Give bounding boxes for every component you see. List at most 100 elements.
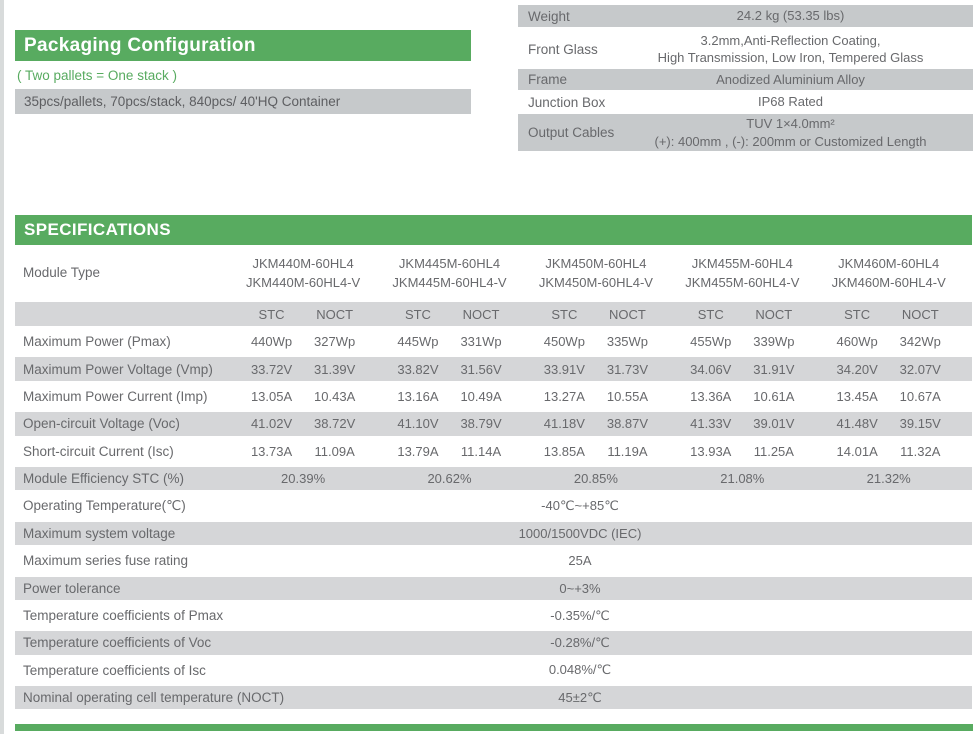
spec-value: 34.06V — [690, 361, 732, 377]
packaging-section: Packaging Configuration ( Two pallets = … — [15, 30, 471, 114]
materials-value-line: TUV 1×4.0mm² — [746, 116, 835, 132]
spec-value: 13.93A — [690, 443, 732, 459]
spec-value: 13.05A — [250, 388, 293, 404]
materials-row-label: Weight — [528, 8, 570, 24]
module-name-line2: JKM440M-60HL4-V — [246, 274, 361, 290]
module-name-line2: JKM455M-60HL4-V — [685, 274, 800, 290]
efficiency-value: 21.08% — [720, 471, 765, 487]
spec-row: Short-circuit Current (Isc) 13.73A 11.09A 1… — [15, 438, 972, 465]
spec-row-label: Maximum series fuse rating — [23, 553, 189, 569]
spec-row-label: Maximum Power (Pmax) — [23, 334, 171, 350]
materials-row-value: TUV 1×4.0mm² (+): 400mm , (-): 200mm or C… — [636, 115, 973, 149]
efficiency-value: 20.62% — [427, 471, 472, 487]
spec-value: 331Wp — [460, 334, 502, 350]
materials-row-value: 3.2mm,Anti-Reflection Coating, High Trans… — [636, 32, 973, 66]
spec-value: 39.01V — [753, 416, 795, 432]
packaging-title: Packaging Configuration — [15, 30, 471, 61]
module-name-line1: JKM450M-60HL4 — [545, 255, 647, 271]
noct-header: NOCT — [901, 306, 939, 322]
module-name-line1: JKM460M-60HL4 — [838, 255, 940, 271]
spec-value: -40℃~+85℃ — [541, 498, 619, 514]
module-type-label: Module Type — [23, 265, 101, 280]
materials-value-line: 3.2mm,Anti-Reflection Coating, — [700, 32, 881, 48]
materials-row-label: Frame — [528, 72, 568, 87]
noct-header: NOCT — [609, 306, 646, 322]
spec-value: 10.43A — [314, 388, 356, 404]
spec-value: 32.07V — [899, 361, 941, 377]
stc-header: STC — [551, 306, 578, 322]
spec-value: -0.28%/℃ — [550, 634, 610, 650]
spec-row-label: Power tolerance — [23, 580, 121, 596]
materials-row-value: Anodized Aluminium Alloy — [636, 71, 973, 88]
stc-header: STC — [844, 306, 871, 322]
spec-value: 25A — [568, 553, 592, 569]
spec-row: Temperature coefficients of Pmax -0.35%/℃ — [15, 602, 972, 629]
module-name-line2: JKM460M-60HL4-V — [831, 274, 946, 290]
efficiency-row: Module Efficiency STC (%) 20.39% 20.62% 20.… — [15, 464, 972, 493]
materials-row: Front Glass 3.2mm,Anti-Reflection Coating… — [518, 30, 973, 68]
spec-value: 14.01A — [836, 443, 878, 459]
specifications-title: SPECIFICATIONS — [15, 215, 972, 245]
spec-value: 31.73V — [606, 361, 649, 377]
spec-row-label: Operating Temperature(℃) — [23, 498, 186, 514]
materials-value-line: (+): 400mm , (-): 200mm or Customized Le… — [654, 133, 927, 149]
spec-value: 327Wp — [314, 334, 356, 350]
spec-value: 34.20V — [836, 361, 878, 377]
spec-value: 13.16A — [397, 388, 439, 404]
spec-row: Power tolerance 0~+3% — [15, 574, 972, 602]
spec-row: Temperature coefficients of Isc 0.048%/℃ — [15, 657, 972, 684]
stc-header: STC — [258, 306, 285, 322]
spec-value: 1000/1500VDC (IEC) — [518, 525, 642, 541]
spec-row-label: Maximum Power Voltage (Vmp) — [23, 361, 213, 377]
spec-value: 10.67A — [899, 388, 941, 404]
spec-value: 38.79V — [460, 416, 502, 432]
spec-value: 33.91V — [543, 361, 585, 377]
module-name-line1: JKM445M-60HL4 — [398, 255, 501, 271]
spec-row-label: Open-circuit Voltage (Voc) — [23, 416, 180, 432]
materials-row-label: Front Glass — [528, 41, 598, 57]
spec-row: Maximum Power Voltage (Vmp) 33.72V 31.39V 3… — [15, 355, 972, 383]
page-edge-shadow — [0, 0, 4, 734]
spec-value: 41.18V — [543, 416, 585, 432]
spec-value: 41.33V — [690, 416, 732, 432]
module-name-cell: JKM460M-60HL4 JKM460M-60HL4-V — [826, 254, 952, 292]
spec-value: 335Wp — [606, 334, 649, 350]
materials-value-line: 24.2 kg (53.35 lbs) — [736, 8, 845, 24]
spec-row: Operating Temperature(℃) -40℃~+85℃ — [15, 492, 972, 519]
spec-row-label: Short-circuit Current (Isc) — [23, 443, 174, 459]
spec-value: -0.35%/℃ — [550, 607, 610, 623]
stc-header: STC — [404, 306, 431, 322]
spec-row-label: Maximum Power Current (Imp) — [23, 388, 208, 404]
spec-value: 0~+3% — [559, 580, 601, 596]
materials-row-label: Junction Box — [528, 94, 606, 110]
spec-value: 33.82V — [397, 361, 439, 377]
spec-value: 10.49A — [460, 388, 502, 404]
spec-value: 13.36A — [690, 388, 732, 404]
spec-value: 41.48V — [836, 416, 878, 432]
spec-value: 13.73A — [250, 443, 293, 459]
module-name-line1: JKM455M-60HL4 — [691, 255, 793, 271]
materials-value-line: Anodized Aluminium Alloy — [716, 71, 865, 87]
spec-value: 38.87V — [606, 416, 649, 432]
spec-value: 11.09A — [314, 443, 355, 459]
materials-row: Frame Anodized Aluminium Alloy — [518, 69, 973, 90]
packaging-detail: 35pcs/pallets, 70pcs/stack, 840pcs/ 40'H… — [15, 89, 471, 114]
spec-value: 11.14A — [460, 443, 502, 459]
module-name-line1: JKM440M-60HL4 — [252, 255, 354, 271]
spec-row: Maximum system voltage 1000/1500VDC (IEC) — [15, 519, 972, 548]
spec-value: 41.02V — [250, 416, 293, 432]
materials-row-value: 24.2 kg (53.35 lbs) — [636, 7, 973, 24]
materials-row: Output Cables TUV 1×4.0mm² (+): 400mm , (-… — [518, 114, 973, 151]
specifications-section: SPECIFICATIONS Module Type JKM440M-60HL4 J… — [15, 215, 972, 712]
spec-value: 41.10V — [397, 416, 439, 432]
spec-value: 31.91V — [753, 361, 795, 377]
spec-row-label: Module Efficiency STC (%) — [23, 471, 185, 487]
spec-value: 342Wp — [899, 334, 941, 350]
efficiency-value: 20.85% — [573, 471, 618, 487]
spec-value: 460Wp — [836, 334, 878, 350]
module-name-cell: JKM445M-60HL4 JKM445M-60HL4-V — [386, 254, 512, 292]
noct-header: NOCT — [462, 306, 500, 322]
module-type-row: Module Type JKM440M-60HL4 JKM440M-60HL4-V J… — [15, 245, 972, 300]
spec-row-label: Temperature coefficients of Isc — [23, 662, 206, 678]
noct-header: NOCT — [316, 306, 354, 322]
